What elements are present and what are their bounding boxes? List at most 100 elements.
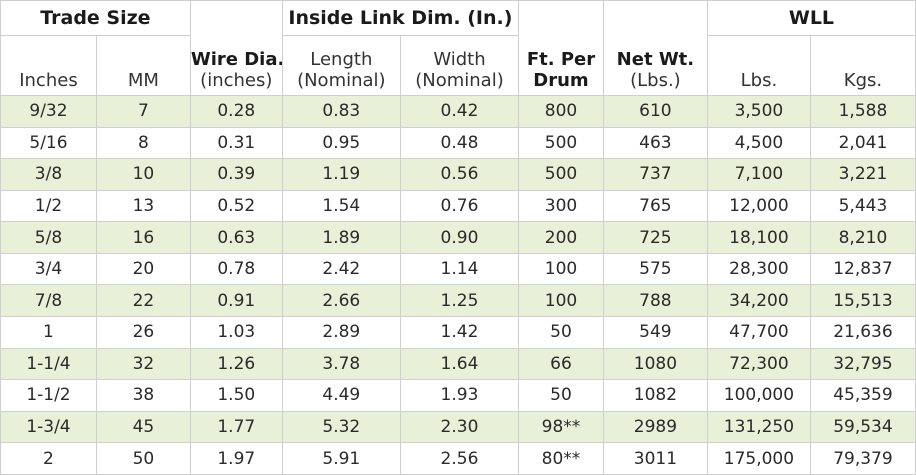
inches-header: Inches [0,35,97,96]
wire-dia-cell: 0.91 [189,284,283,318]
table-row: 9/32 7 0.28 0.83 0.42 800 610 3,500 1,588 [0,95,916,128]
net-wt-cell: 575 [602,252,708,286]
ft-per-drum-cell: 500 [518,126,604,160]
length-header: Length (Nominal) [281,35,401,96]
length-cell: 1.54 [281,189,401,223]
wll-lbs-cell: 4,500 [706,126,811,160]
length-cell: 5.91 [281,442,401,475]
wll-kgs-cell: 1,588 [809,95,916,128]
ft-per-drum-cell: 300 [518,189,604,223]
wll-kgs-cell: 2,041 [809,126,916,160]
wll-kgs-cell: 5,443 [809,189,916,223]
trade-size-header: Trade Size [0,0,191,36]
mm-cell: 8 [95,126,191,160]
table-row: 2 50 1.97 5.91 2.56 80** 3011 175,000 79,379 [0,442,916,475]
table-row: 7/8 22 0.91 2.66 1.25 100 788 34,200 15,513 [0,284,916,318]
wll-kgs-cell: 8,210 [809,221,916,254]
length-cell: 2.89 [281,316,401,349]
wire-dia-unit: (inches) [200,70,273,91]
mm-cell: 10 [95,158,191,191]
wll-kgs-cell: 79,379 [809,442,916,475]
net-wt-cell: 2989 [602,410,708,444]
length-cell: 2.66 [281,284,401,318]
table-row: 3/8 10 0.39 1.19 0.56 500 737 7,100 3,221 [0,158,916,191]
mm-cell: 20 [95,252,191,286]
ft-per-drum-cell: 80** [518,442,604,475]
header-row-group: Trade Size Wire Dia. (inches) Inside Lin… [0,0,916,96]
mm-cell: 45 [95,410,191,444]
width-cell: 0.48 [399,126,520,160]
inches-cell: 7/8 [0,284,97,318]
wll-lbs-cell: 72,300 [706,347,811,381]
width-cell: 1.42 [399,316,520,349]
inside-link-header: Inside Link Dim. (In.) [281,0,520,36]
wll-lbs-cell: 12,000 [706,189,811,223]
mm-cell: 50 [95,442,191,475]
net-wt-cell: 725 [602,221,708,254]
wire-dia-cell: 1.03 [189,316,283,349]
table-body: 9/32 7 0.28 0.83 0.42 800 610 3,500 1,588 5/16 8 0.… [0,95,916,475]
wire-dia-cell: 0.28 [189,95,283,128]
wire-dia-cell: 0.78 [189,252,283,286]
inches-cell: 1 [0,316,97,349]
mm-cell: 26 [95,316,191,349]
width-header: Width (Nominal) [399,35,520,96]
ft-per-drum-cell: 100 [518,252,604,286]
wll-lbs-cell: 100,000 [706,379,811,412]
wll-lbs-cell: 131,250 [706,410,811,444]
wll-kgs-cell: 15,513 [809,284,916,318]
length-cell: 3.78 [281,347,401,381]
wll-kgs-cell: 59,534 [809,410,916,444]
width-cell: 0.56 [399,158,520,191]
inches-cell: 9/32 [0,95,97,128]
wire-dia-title: Wire Dia. [190,49,283,70]
net-wt-unit: (Lbs.) [630,70,681,91]
wll-lbs-cell: 175,000 [706,442,811,475]
wire-dia-cell: 1.77 [189,410,283,444]
wll-kgs-cell: 21,636 [809,316,916,349]
ft-per-drum-cell: 50 [518,316,604,349]
mm-cell: 13 [95,189,191,223]
mm-cell: 7 [95,95,191,128]
mm-cell: 38 [95,379,191,412]
mm-cell: 22 [95,284,191,318]
ft-per-title: Ft. Per [526,49,596,70]
wll-header: WLL [706,0,916,36]
kgs-header: Kgs. [809,35,916,96]
net-wt-cell: 3011 [602,442,708,475]
wll-lbs-cell: 7,100 [706,158,811,191]
length-cell: 1.19 [281,158,401,191]
table-row: 5/16 8 0.31 0.95 0.48 500 463 4,500 2,041 [0,126,916,160]
table-row: 3/4 20 0.78 2.42 1.14 100 575 28,300 12,837 [0,252,916,286]
width-cell: 1.93 [399,379,520,412]
wll-lbs-cell: 3,500 [706,95,811,128]
net-wt-cell: 1080 [602,347,708,381]
width-cell: 2.30 [399,410,520,444]
mm-cell: 32 [95,347,191,381]
length-cell: 4.49 [281,379,401,412]
wll-lbs-cell: 34,200 [706,284,811,318]
net-wt-header: Net Wt. (Lbs.) [602,0,708,96]
mm-header: MM [95,35,191,96]
length-unit: (Nominal) [297,70,386,91]
ft-per-drum-cell: 200 [518,221,604,254]
inches-cell: 3/8 [0,158,97,191]
table-row: 1 26 1.03 2.89 1.42 50 549 47,700 21,636 [0,316,916,349]
net-wt-title: Net Wt. [616,49,695,70]
width-cell: 1.14 [399,252,520,286]
width-cell: 0.90 [399,221,520,254]
lbs-header: Lbs. [706,35,811,96]
net-wt-cell: 788 [602,284,708,318]
wire-dia-cell: 0.39 [189,158,283,191]
wll-kgs-cell: 32,795 [809,347,916,381]
inches-cell: 3/4 [0,252,97,286]
inches-cell: 5/8 [0,221,97,254]
wire-dia-cell: 1.97 [189,442,283,475]
net-wt-cell: 463 [602,126,708,160]
drum-title: Drum [533,70,589,91]
width-cell: 0.76 [399,189,520,223]
width-cell: 2.56 [399,442,520,475]
wire-dia-cell: 0.31 [189,126,283,160]
net-wt-cell: 610 [602,95,708,128]
